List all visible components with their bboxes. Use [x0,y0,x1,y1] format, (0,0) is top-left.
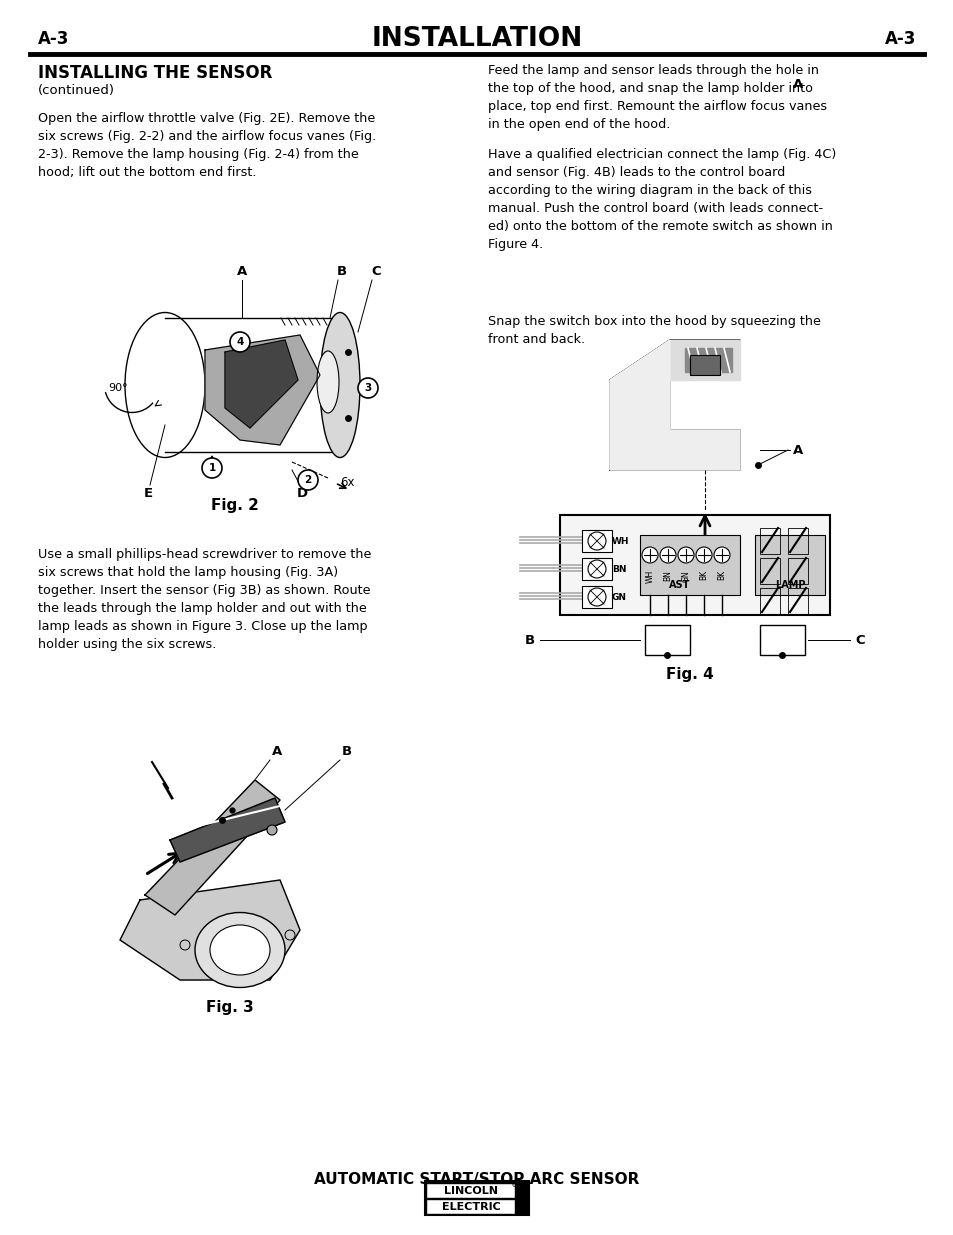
Text: INSTALLATION: INSTALLATION [371,26,582,52]
Text: A: A [792,79,802,91]
FancyBboxPatch shape [427,1184,515,1198]
Circle shape [696,547,711,563]
Text: ®: ® [511,1181,518,1189]
Text: Fig. 4: Fig. 4 [665,667,713,682]
Polygon shape [609,340,740,471]
Bar [754,535,824,595]
Text: 2: 2 [304,475,312,485]
Text: A-3: A-3 [38,30,70,48]
Text: Fig. 2: Fig. 2 [211,498,258,513]
Polygon shape [609,340,669,471]
Text: A: A [792,443,802,457]
Circle shape [678,547,693,563]
Bar [787,558,807,584]
Bar [559,515,829,615]
Circle shape [357,378,377,398]
Text: Fig. 3: Fig. 3 [206,1000,253,1015]
Text: WH: WH [612,536,629,546]
Text: BN: BN [612,564,626,573]
Bar [760,558,780,584]
Bar [581,558,612,580]
Text: 4: 4 [236,337,243,347]
Polygon shape [145,781,280,915]
Ellipse shape [210,925,270,974]
Text: WH: WH [645,571,654,583]
Bar [760,625,804,655]
Ellipse shape [316,351,338,412]
Text: B: B [524,634,535,646]
Text: (continued): (continued) [38,84,115,98]
Text: Feed the lamp and sensor leads through the hole in
the top of the hood, and snap: Feed the lamp and sensor leads through t… [488,64,826,131]
Text: A: A [272,745,282,758]
FancyBboxPatch shape [427,1200,515,1214]
Text: C: C [371,266,380,278]
Text: E: E [143,487,152,500]
Circle shape [267,825,276,835]
Text: Snap the switch box into the hood by squeezing the
front and back.: Snap the switch box into the hood by squ… [488,315,820,346]
Text: BK: BK [717,571,726,580]
Text: LINCOLN: LINCOLN [443,1186,497,1195]
Text: Have a qualified electrician connect the lamp (Fig. 4C)
and sensor (Fig. 4B) lea: Have a qualified electrician connect the… [488,148,836,251]
Bar [644,625,689,655]
Bar [689,354,720,375]
Circle shape [202,458,222,478]
Text: D: D [296,487,307,500]
Text: B: B [336,266,347,278]
Bar [581,530,612,552]
Text: LAMP: LAMP [774,580,804,590]
Circle shape [713,547,729,563]
Circle shape [641,547,658,563]
Text: INSTALLING THE SENSOR: INSTALLING THE SENSOR [38,64,273,82]
Circle shape [180,940,190,950]
Ellipse shape [125,312,205,457]
Text: C: C [854,634,863,646]
Circle shape [297,471,317,490]
Polygon shape [120,881,299,981]
Circle shape [230,332,250,352]
Ellipse shape [319,312,359,457]
Polygon shape [609,340,740,380]
Text: AUTOMATIC START/STOP ARC SENSOR: AUTOMATIC START/STOP ARC SENSOR [314,1172,639,1187]
Ellipse shape [194,913,285,988]
Text: BN: BN [662,571,672,580]
Circle shape [587,532,605,550]
Circle shape [587,559,605,578]
Bar [581,585,612,608]
Text: 90°: 90° [108,383,128,393]
Text: GN: GN [612,593,626,601]
Bar [639,535,740,595]
Circle shape [659,547,676,563]
Polygon shape [170,798,285,862]
Text: GN: GN [680,571,690,582]
Circle shape [285,930,294,940]
Text: Open the airflow throttle valve (Fig. 2E). Remove the
six screws (Fig. 2-2) and : Open the airflow throttle valve (Fig. 2E… [38,112,375,179]
Bar [760,529,780,555]
Bar [787,529,807,555]
Text: A: A [236,266,247,278]
Bar [760,588,780,614]
Text: BK: BK [699,571,708,580]
Polygon shape [225,340,297,429]
Text: 1: 1 [208,463,215,473]
FancyBboxPatch shape [424,1181,529,1215]
Text: ELECTRIC: ELECTRIC [441,1202,500,1212]
Text: B: B [341,745,352,758]
Polygon shape [684,348,731,372]
Text: AST: AST [669,580,690,590]
Text: A-3: A-3 [883,30,915,48]
Bar [787,588,807,614]
Text: 3: 3 [364,383,372,393]
Text: 6x: 6x [339,475,355,489]
Text: Use a small phillips-head screwdriver to remove the
six screws that hold the lam: Use a small phillips-head screwdriver to… [38,548,371,651]
Circle shape [587,588,605,606]
Polygon shape [205,335,319,445]
